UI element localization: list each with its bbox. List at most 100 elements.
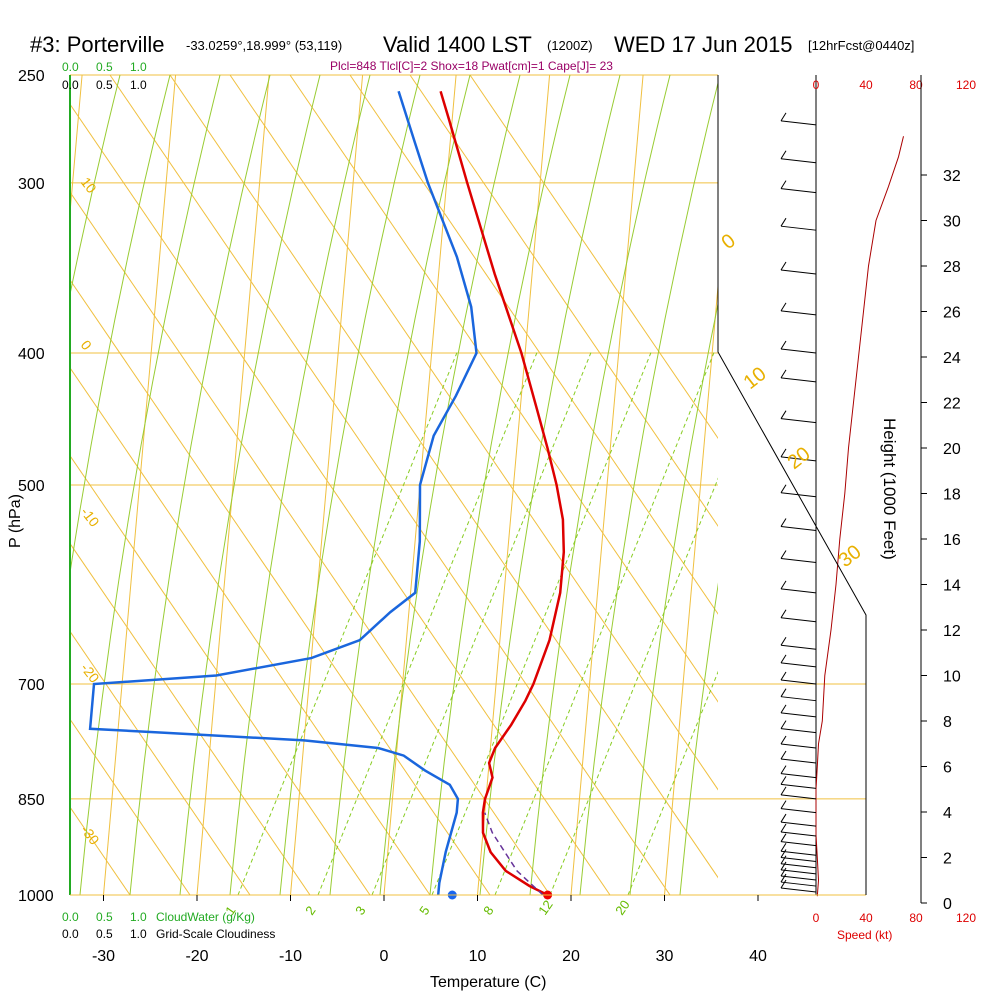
barb-flag	[780, 550, 787, 559]
moist-adiabat-line	[0, 75, 20, 895]
height-tick: 10	[943, 669, 961, 686]
height-tick: 8	[943, 714, 952, 731]
height-tick: 6	[943, 760, 952, 777]
mixing-ratio-line	[237, 349, 459, 895]
wind-barb	[780, 636, 817, 650]
barb-flag	[780, 776, 787, 785]
barb-flag	[780, 261, 787, 271]
barb-flag	[780, 833, 787, 842]
isotherm-label: 10	[78, 174, 100, 196]
moist-adiabat-line	[579, 81, 718, 895]
barb-shaft	[780, 794, 817, 800]
barb-flag	[780, 112, 787, 122]
height-tick: 14	[943, 578, 961, 595]
wind-barb	[780, 518, 817, 532]
wind-barb	[780, 813, 817, 827]
isotherm-line	[196, 75, 270, 895]
moist-adiabat-line	[379, 75, 521, 895]
wind-barb	[780, 823, 817, 837]
moist-adiabat-line	[629, 301, 718, 895]
temperature-tick: 0	[380, 948, 389, 965]
wind-barb	[780, 861, 817, 875]
cloudwater-label: CloudWater (g/Kg)	[156, 910, 255, 924]
station-title: #3: Porterville	[30, 32, 165, 57]
y-axis-label: P (hPa)	[7, 494, 24, 548]
barb-flag	[780, 765, 787, 774]
background-grid	[0, 74, 866, 896]
wind-barb	[780, 688, 817, 702]
barb-shaft	[780, 418, 817, 424]
temperature-line	[439, 90, 566, 895]
dry-adiabat-line	[70, 630, 251, 895]
moist-adiabat-line	[679, 582, 718, 895]
moist-adiabat-line	[329, 75, 471, 895]
barb-flag	[780, 800, 787, 809]
mixing-ratio-label: 5	[416, 903, 432, 918]
mixing-ratio-label: 2	[302, 903, 318, 918]
pressure-tick: 700	[18, 677, 45, 694]
mixing-ratio-line	[549, 477, 718, 895]
isotherm-line	[570, 75, 644, 895]
speed-tick-bottom: 80	[909, 911, 923, 925]
height-tick: 16	[943, 532, 961, 549]
barb-shaft	[780, 188, 817, 194]
barb-flag	[780, 720, 787, 729]
barb-shaft	[780, 662, 817, 668]
dewpoint-line	[88, 90, 478, 895]
dry-adiabat-line	[70, 718, 191, 895]
dry-adiabat-line	[70, 542, 311, 895]
moist-adiabat-line	[429, 75, 571, 895]
forecast-info: [12hrFcst@0440z]	[808, 38, 914, 53]
barb-shaft	[780, 310, 817, 316]
moist-adiabat-line	[279, 75, 421, 895]
temperature-tick: 40	[749, 948, 767, 965]
pressure-tick: 250	[18, 68, 45, 85]
wind-barb	[780, 833, 817, 847]
wind-barb	[780, 150, 817, 164]
speed-tick-bottom: 120	[956, 911, 976, 925]
mixing-ratio-label: 8	[480, 903, 496, 918]
height-tick: 0	[943, 896, 952, 913]
barb-shaft	[780, 808, 817, 814]
wind-barb	[780, 410, 817, 424]
dry-adiabat-line	[349, 75, 718, 615]
wind-barb	[780, 873, 817, 887]
wind-barb	[780, 340, 817, 354]
dry-adiabat-label: 0	[718, 230, 740, 254]
wind-barb	[780, 550, 817, 564]
pressure-tick: 500	[18, 478, 45, 495]
barb-shaft	[780, 269, 817, 275]
barb-flag	[780, 636, 787, 646]
barb-shaft	[780, 831, 817, 837]
pressure-tick: 400	[18, 346, 45, 363]
barb-shaft	[780, 841, 817, 847]
barb-flag	[780, 654, 787, 664]
isotherm-label: -20	[78, 660, 103, 686]
barb-flag	[780, 867, 787, 877]
cloudiness-tick-bottom: 1.0	[130, 927, 147, 941]
mixing-ratio-label: 20	[612, 897, 633, 917]
barb-flag	[780, 849, 787, 858]
cloudwater-tick-top: 0.0	[62, 60, 79, 74]
barb-flag	[780, 580, 787, 590]
height-tick: 26	[943, 305, 961, 322]
clipped-grid	[0, 75, 718, 895]
barb-shaft	[780, 887, 817, 893]
barb-shaft	[780, 558, 817, 564]
height-axis-label: Height (1000 Feet)	[880, 418, 899, 560]
valid-time: Valid 1400 LST	[383, 32, 532, 57]
barb-shaft	[780, 850, 817, 856]
station-coords: -33.0259°,18.999° (53,119)	[186, 38, 342, 53]
barb-flag	[780, 855, 787, 865]
barb-flag	[780, 369, 787, 379]
barb-flag	[780, 786, 787, 796]
wind-barb	[780, 180, 817, 194]
cloudwater-tick-bottom: 0.5	[96, 910, 113, 924]
speed-tick-top: 80	[909, 78, 923, 92]
moist-adiabat-line	[79, 75, 221, 895]
barb-flag	[780, 842, 787, 852]
profiles	[88, 90, 566, 900]
wind-barb	[780, 855, 817, 869]
dry-adiabat-line	[289, 75, 718, 703]
barb-flag	[780, 823, 787, 833]
